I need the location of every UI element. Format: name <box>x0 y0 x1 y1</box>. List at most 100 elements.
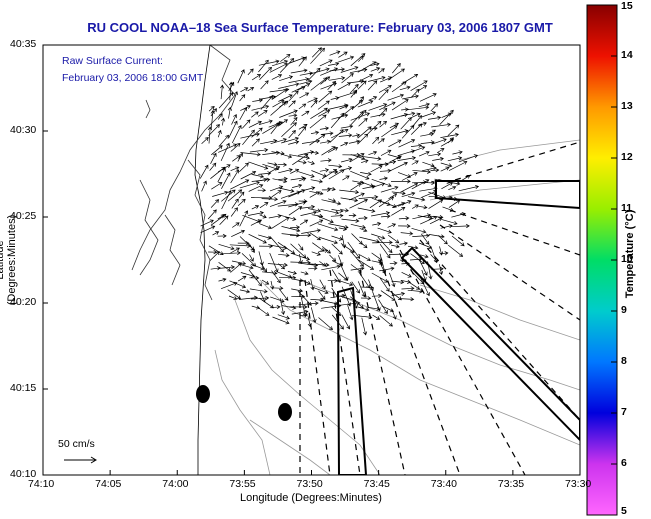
current-arrow <box>391 280 405 285</box>
current-arrow <box>411 112 421 118</box>
current-arrow <box>410 253 425 264</box>
current-arrow <box>420 190 438 199</box>
current-arrow <box>458 184 480 192</box>
current-arrow <box>288 140 300 145</box>
current-arrow <box>321 146 336 156</box>
x-tick-label: 73:55 <box>229 478 256 490</box>
current-arrow <box>391 308 397 320</box>
current-arrow <box>209 251 220 261</box>
current-arrow <box>278 168 293 174</box>
x-axis-label: Longitude (Degrees:Minutes) <box>240 492 382 504</box>
current-arrow <box>359 236 380 244</box>
current-arrow <box>418 205 428 210</box>
current-arrow <box>210 152 217 164</box>
current-arrow <box>350 183 362 191</box>
current-arrow <box>318 248 329 253</box>
current-arrow <box>348 213 357 218</box>
current-arrow <box>340 208 349 213</box>
current-arrow <box>338 51 348 58</box>
current-arrow <box>411 179 430 190</box>
current-arrow <box>237 241 250 246</box>
current-arrow <box>418 121 427 127</box>
current-arrow <box>392 201 406 208</box>
current-arrow <box>288 100 296 108</box>
current-arrow <box>451 223 470 229</box>
current-arrow <box>259 66 272 80</box>
current-arrow <box>400 111 416 117</box>
current-arrow <box>301 228 321 234</box>
current-arrow <box>217 113 223 120</box>
current-arrow <box>288 206 303 216</box>
colorbar-tick-label: 11 <box>621 202 633 214</box>
current-arrow <box>288 77 310 83</box>
current-arrow <box>350 223 366 230</box>
current-arrow <box>350 290 358 309</box>
current-arrow <box>280 53 291 62</box>
current-arrow <box>339 189 360 195</box>
current-arrow <box>228 120 238 138</box>
current-arrow <box>420 140 435 145</box>
current-arrow <box>357 61 377 73</box>
current-arrow <box>319 237 338 245</box>
current-arrow <box>281 122 297 137</box>
current-arrow <box>210 109 215 130</box>
current-arrow <box>428 199 444 209</box>
current-arrow <box>220 84 225 100</box>
current-arrow <box>439 109 454 126</box>
current-arrow <box>391 291 406 297</box>
current-arrow <box>318 290 326 300</box>
current-arrow <box>408 281 421 290</box>
current-arrow <box>237 69 245 84</box>
current-arrow <box>368 96 378 101</box>
current-arrow <box>278 176 288 181</box>
current-arrow <box>258 59 280 66</box>
current-arrow <box>248 161 269 170</box>
current-arrow <box>370 112 386 118</box>
current-arrow <box>421 166 437 172</box>
current-arrow <box>358 96 365 103</box>
current-arrow <box>221 172 231 189</box>
current-arrow <box>242 129 255 146</box>
current-arrow <box>331 235 344 241</box>
current-arrow <box>288 56 306 64</box>
current-arrow <box>240 152 261 157</box>
current-arrow <box>430 254 438 263</box>
current-arrow <box>258 234 272 240</box>
current-arrow <box>311 47 322 58</box>
current-arrow <box>371 211 391 217</box>
current-arrow <box>279 75 294 82</box>
current-arrow <box>327 186 336 192</box>
current-arrow <box>272 100 285 108</box>
current-arrow <box>330 213 344 218</box>
current-arrow <box>380 200 397 208</box>
current-arrow <box>218 243 235 251</box>
current-arrow <box>309 219 324 227</box>
current-arrow <box>379 101 396 111</box>
current-arrow <box>318 90 333 103</box>
current-arrow <box>261 197 279 202</box>
current-arrow <box>201 180 207 192</box>
current-arrow <box>230 143 241 152</box>
current-arrow <box>430 246 438 264</box>
current-arrow <box>331 243 343 255</box>
current-arrow <box>410 143 423 148</box>
x-tick-label: 73:45 <box>363 478 390 490</box>
current-arrow <box>357 306 370 312</box>
current-arrow <box>310 99 318 108</box>
current-arrow <box>447 124 460 137</box>
current-arrow <box>291 294 306 299</box>
current-arrow <box>420 254 429 259</box>
current-arrow <box>199 164 209 179</box>
current-arrow <box>407 105 430 111</box>
colorbar-tick-label: 6 <box>621 457 627 469</box>
colorbar-tick-label: 9 <box>621 304 627 316</box>
current-arrow <box>300 210 318 216</box>
current-arrow <box>421 233 430 245</box>
current-arrow <box>208 250 218 255</box>
current-arrow <box>329 50 341 56</box>
current-arrow <box>441 182 454 190</box>
current-arrow <box>270 296 285 303</box>
current-arrow <box>380 149 392 156</box>
current-arrow <box>200 225 216 234</box>
current-arrow <box>298 126 307 137</box>
